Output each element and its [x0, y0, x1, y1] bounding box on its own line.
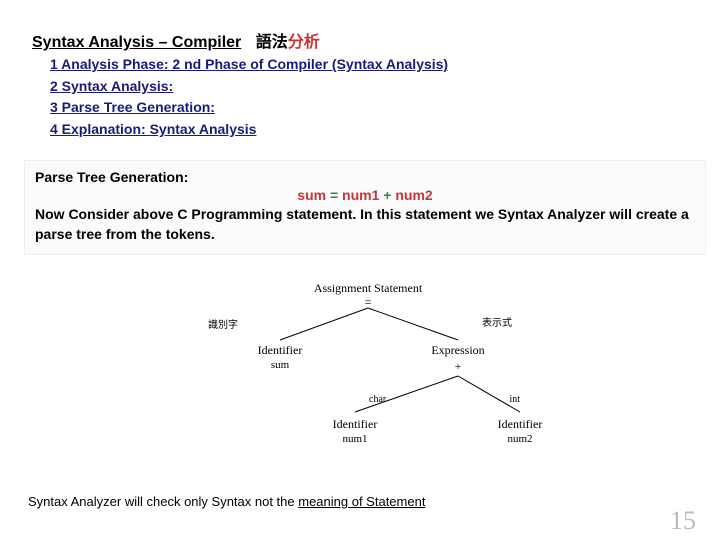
tree-char-type: char [369, 394, 387, 405]
tree-edge [368, 308, 458, 340]
footer-highlight: meaning of Statement [298, 494, 425, 509]
code-b: num2 [395, 187, 432, 203]
footer-note: Syntax Analyzer will check only Syntax n… [28, 494, 425, 509]
title-annotation: 語法分析 [256, 34, 320, 51]
tree-left-note: 識別字 [208, 318, 238, 331]
tree-identifier-left: Identifier [333, 417, 378, 431]
footer-prefix: Syntax Analyzer will check only Syntax n… [28, 494, 298, 509]
title-main: Syntax Analysis – Compiler [32, 34, 241, 51]
code-lhs: sum [297, 187, 326, 203]
toc-link-1[interactable]: 1 Analysis Phase: 2 nd Phase of Compiler… [50, 56, 448, 72]
parse-tree-diagram: Assignment Statement = 識別字 表示式 Identifie… [190, 280, 550, 490]
annotation-black: 語法 [256, 34, 288, 51]
tree-int-type: int [509, 394, 520, 405]
tree-plus: + [455, 359, 462, 373]
tree-num1: num1 [342, 433, 367, 445]
tree-identifier-label: Identifier [258, 343, 303, 357]
tree-edge [280, 308, 368, 340]
toc-link-3[interactable]: 3 Parse Tree Generation: [50, 99, 215, 115]
section-heading: Parse Tree Generation: [35, 169, 695, 185]
tree-identifier-right: Identifier [498, 417, 543, 431]
tree-sum: sum [271, 359, 290, 371]
table-of-contents: 1 Analysis Phase: 2 nd Phase of Compiler… [50, 54, 448, 141]
tree-root-op: = [365, 295, 372, 309]
page-number: 15 [670, 506, 696, 536]
annotation-red: 分析 [288, 34, 320, 51]
section-body: Now Consider above C Programming stateme… [35, 205, 695, 244]
tree-num2: num2 [507, 433, 532, 445]
code-a: num1 [342, 187, 379, 203]
code-eq: = [326, 187, 342, 203]
toc-link-4[interactable]: 4 Explanation: Syntax Analysis [50, 121, 256, 137]
tree-right-note: 表示式 [482, 316, 512, 329]
tree-expression-label: Expression [431, 343, 484, 357]
code-example: sum = num1 + num2 [35, 187, 695, 203]
section-box: Parse Tree Generation: sum = num1 + num2… [24, 160, 706, 255]
tree-root-label: Assignment Statement [314, 281, 423, 295]
toc-link-2[interactable]: 2 Syntax Analysis: [50, 78, 173, 94]
code-plus: + [379, 187, 395, 203]
page-title: Syntax Analysis – Compiler 語法分析 [32, 28, 320, 52]
